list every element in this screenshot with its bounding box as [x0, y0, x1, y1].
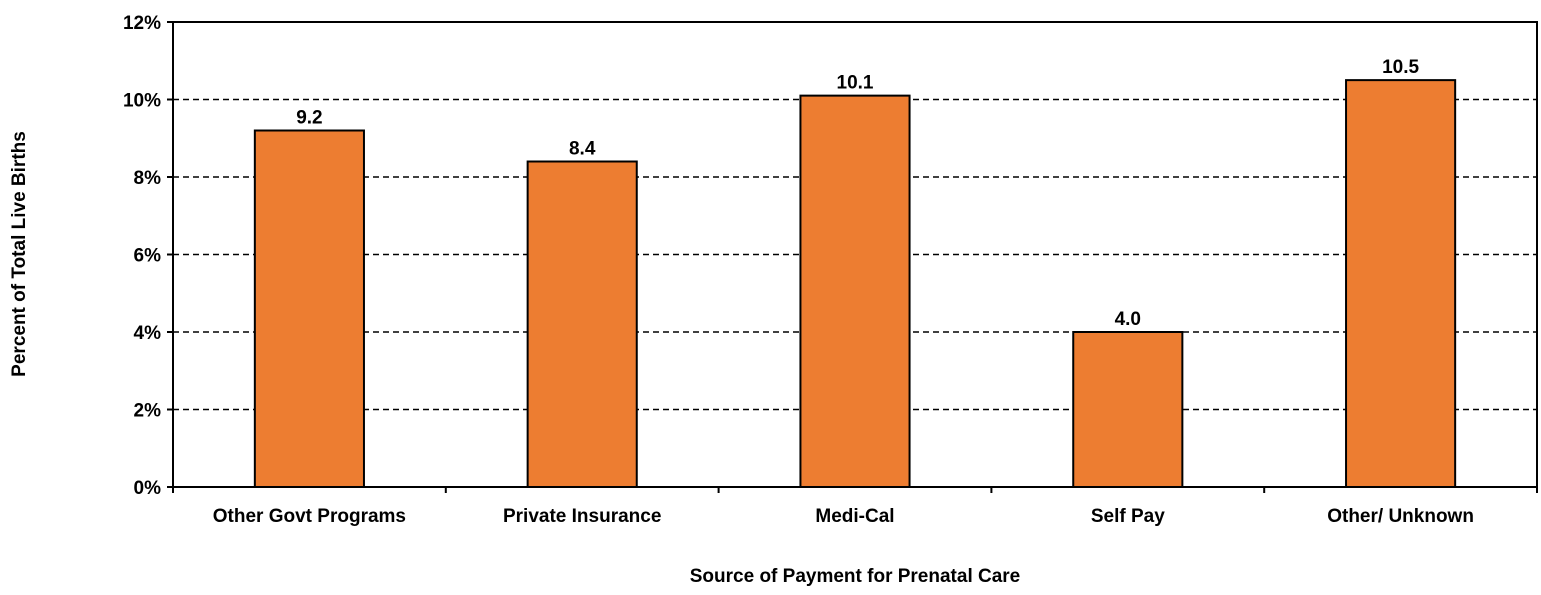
y-tick-labels: 0% 2% 4% 6% 8% 10% 12% [123, 13, 161, 499]
x-category-label: Medi-Cal [815, 506, 894, 527]
y-tick-label: 2% [134, 401, 162, 422]
bar [253, 129, 365, 488]
y-tick-label: 10% [123, 91, 161, 112]
bar [526, 160, 638, 488]
y-tick-label: 6% [134, 246, 162, 267]
x-axis-title: Source of Payment for Prenatal Care [690, 566, 1021, 587]
x-category-label: Other Govt Programs [213, 506, 406, 527]
data-label: 9.2 [296, 108, 322, 129]
bar [1072, 331, 1184, 488]
data-labels: 9.2 8.4 10.1 4.0 10.5 [296, 57, 1419, 330]
bar [1345, 79, 1457, 488]
x-category-labels: Other Govt Programs Private Insurance Medi… [213, 506, 1474, 527]
data-label: 10.1 [837, 73, 874, 94]
data-label: 10.5 [1382, 57, 1419, 78]
y-tick-label: 4% [134, 323, 162, 344]
x-category-label: Other/ Unknown [1327, 506, 1474, 527]
data-label: 4.0 [1115, 309, 1141, 330]
y-axis-title: Percent of Total Live Births [9, 131, 30, 377]
x-category-label: Self Pay [1091, 506, 1165, 527]
bar [799, 94, 911, 488]
x-category-label: Private Insurance [503, 506, 661, 527]
y-tick-label: 12% [123, 13, 161, 34]
axes [167, 21, 1538, 493]
data-label: 8.4 [569, 139, 596, 160]
bars [253, 79, 1457, 488]
y-tick-label: 8% [134, 168, 162, 189]
y-tick-label: 0% [134, 478, 162, 499]
